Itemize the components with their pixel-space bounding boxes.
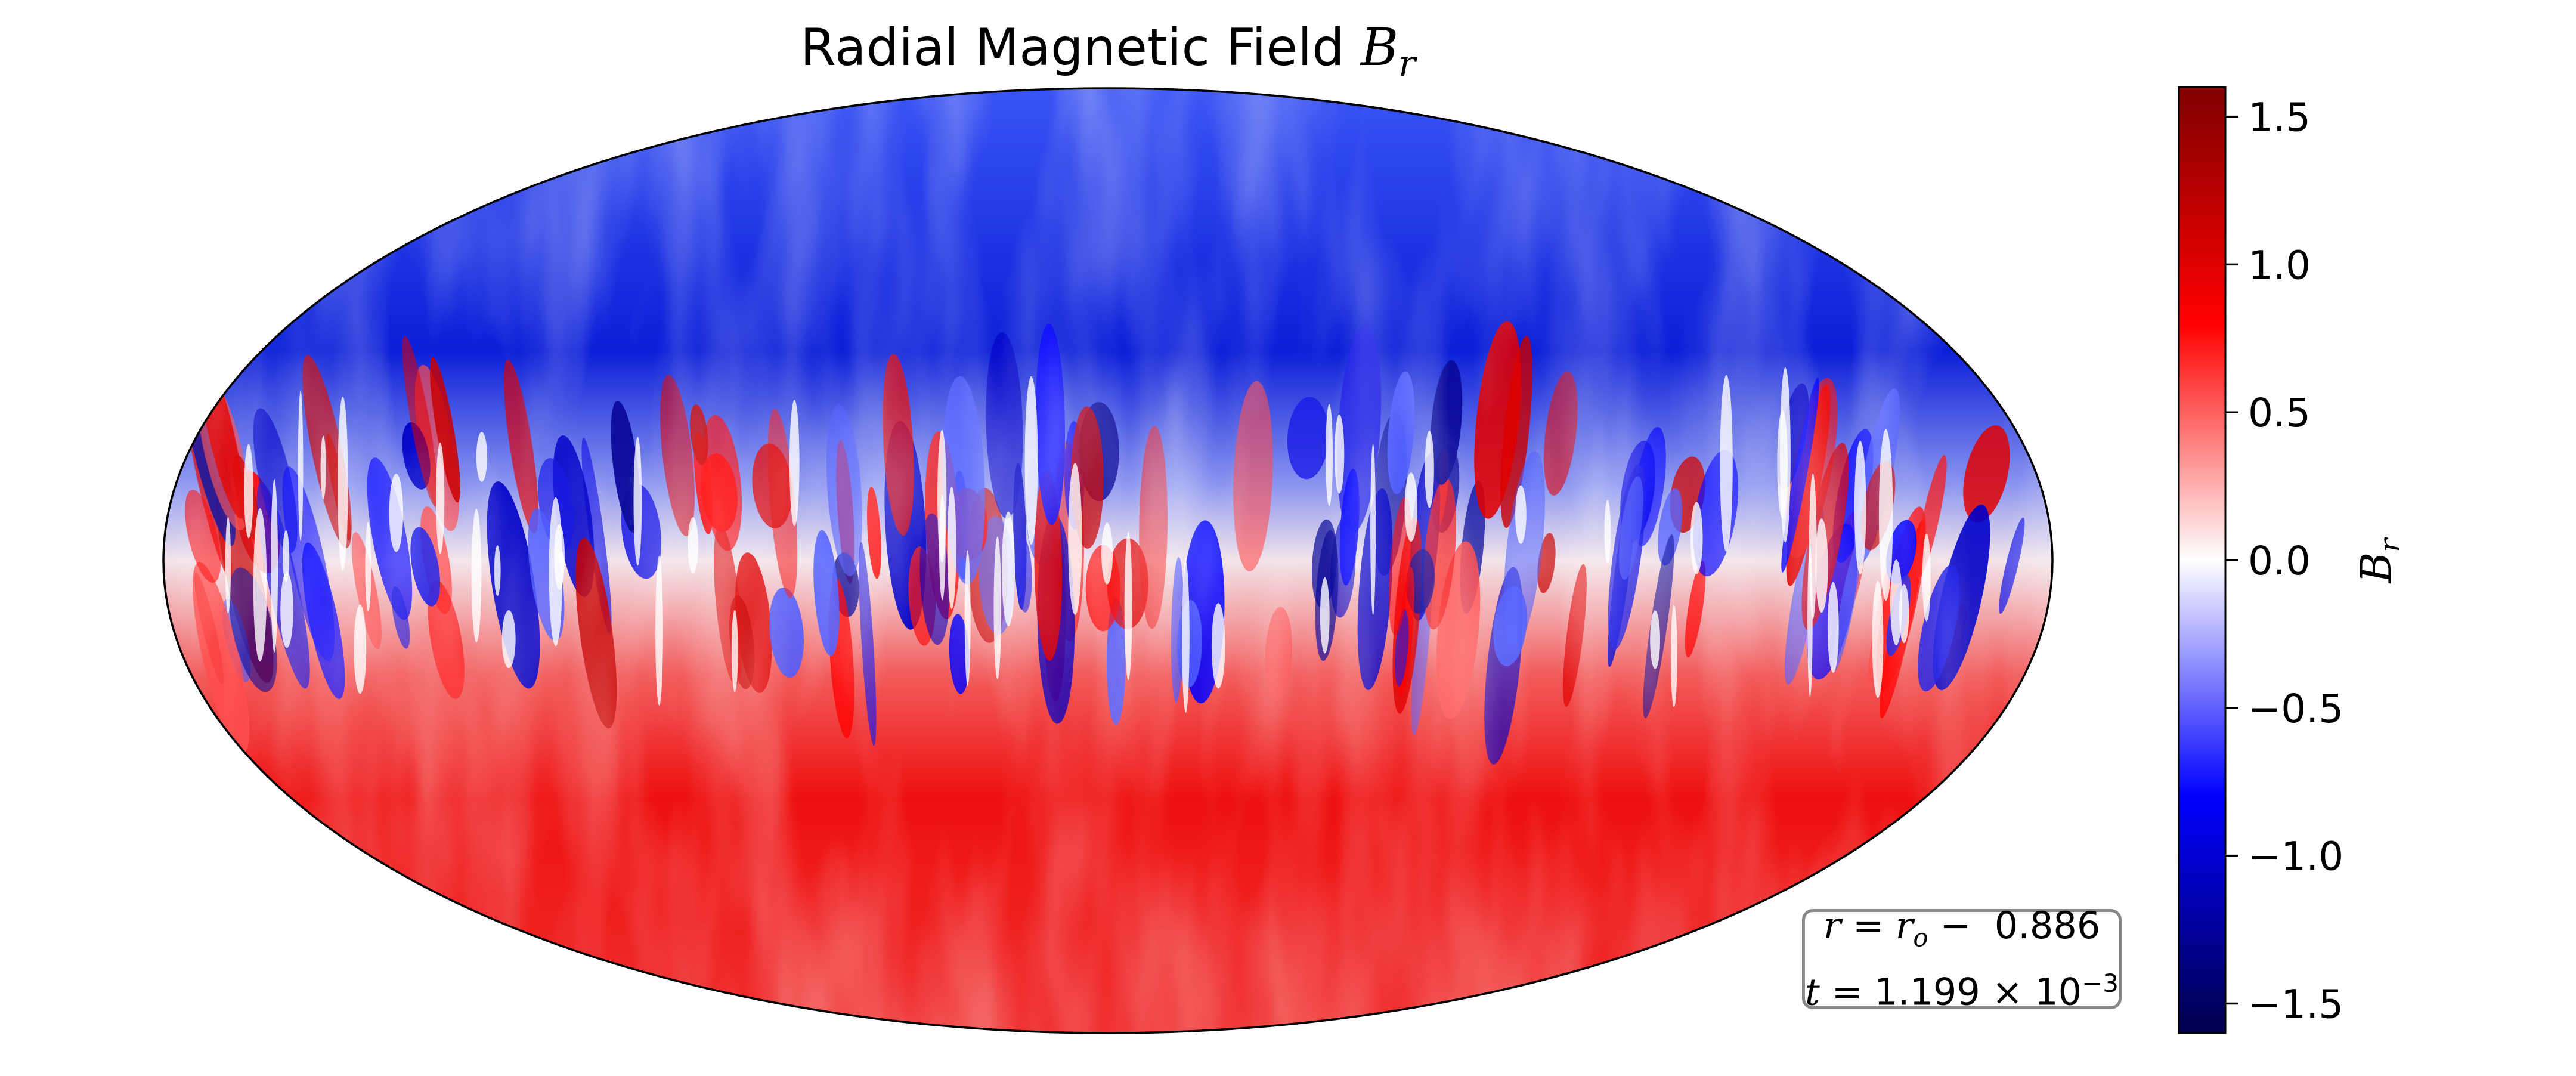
colorbar-tick-label: 0.0 bbox=[2248, 538, 2311, 584]
mollweide-map bbox=[163, 88, 2052, 1033]
chart-title: Radial Magnetic Field Br bbox=[800, 18, 1416, 85]
annotation-time: t = 1.199 × 10−3 bbox=[1805, 968, 2119, 1014]
colorbar-tick-label: 1.5 bbox=[2248, 95, 2311, 141]
annotation-radius: r = ro − 0.886 bbox=[1823, 904, 2101, 953]
colorbar: 1.5 1.0 0.5 0.0 −0.5 −1.0 −1.5 bbox=[2178, 86, 2343, 1034]
map-texture bbox=[163, 88, 2052, 1033]
colorbar-tick-label: −0.5 bbox=[2248, 686, 2343, 732]
map-outline bbox=[162, 87, 2054, 1034]
colorbar-tick-label: −1.0 bbox=[2248, 834, 2343, 880]
colorbar-tick-label: 1.0 bbox=[2248, 242, 2311, 288]
colorbar-tick-label: 0.5 bbox=[2248, 390, 2311, 436]
colorbar-ticks: 1.5 1.0 0.5 0.0 −0.5 −1.0 −1.5 bbox=[2225, 95, 2343, 1027]
colorbar-bar bbox=[2178, 86, 2227, 1034]
annotation-box: r = ro − 0.886 t = 1.199 × 10−3 bbox=[1802, 904, 2122, 1014]
colorbar-tick-label: −1.5 bbox=[2248, 981, 2343, 1027]
colorbar-label: Br bbox=[2352, 538, 2407, 583]
